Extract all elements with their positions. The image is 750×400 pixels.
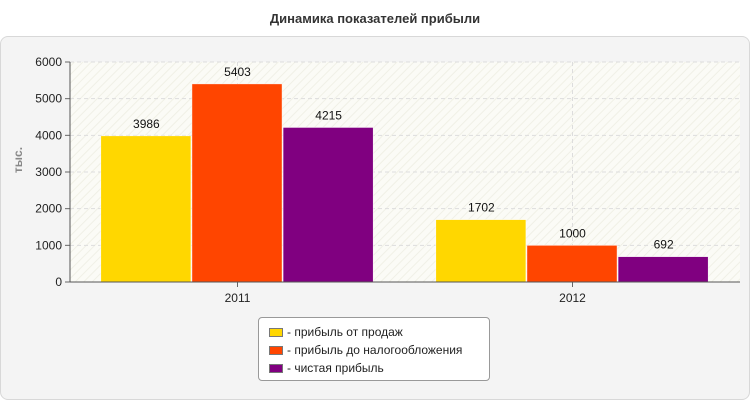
bar (435, 219, 527, 283)
legend-label-pretax-profit: - прибыль до налогообложения (287, 343, 463, 357)
legend-swatch-sales-profit (269, 327, 283, 337)
x-tick-label: 2011 (225, 291, 251, 305)
legend-item-net-profit: - чистая прибыль (269, 359, 489, 377)
y-axis-title: тыс. (11, 147, 25, 173)
legend-item-sales-profit: - прибыль от продаж (269, 323, 489, 341)
chart-legend: - прибыль от продаж - прибыль до налогоо… (258, 317, 490, 381)
data-label: 3986 (133, 117, 160, 131)
y-tick-label: 6000 (35, 55, 62, 69)
chart-title: Динамика показателей прибыли (269, 11, 481, 26)
legend-item-pretax-profit: - прибыль до налогообложения (269, 341, 489, 359)
bar (191, 83, 283, 283)
data-label: 1702 (468, 201, 495, 215)
bar (100, 135, 192, 283)
y-tick-label: 0 (55, 275, 62, 289)
y-tick-label: 3000 (35, 165, 62, 179)
legend-swatch-pretax-profit (269, 345, 283, 355)
x-tick-label: 2012 (559, 291, 586, 305)
data-label: 1000 (559, 226, 586, 240)
y-tick-label: 1000 (35, 238, 62, 252)
data-label: 5403 (224, 65, 251, 79)
bar (282, 127, 374, 283)
bar (526, 245, 618, 283)
legend-swatch-net-profit (269, 363, 283, 373)
legend-label-sales-profit: - прибыль от продаж (287, 325, 403, 339)
y-tick-label: 5000 (35, 92, 62, 106)
legend-label-net-profit: - чистая прибыль (287, 361, 384, 375)
data-label: 692 (654, 238, 674, 252)
y-tick-label: 2000 (35, 202, 62, 216)
bar (617, 256, 709, 283)
data-label: 4215 (315, 108, 342, 122)
y-tick-label: 4000 (35, 128, 62, 142)
